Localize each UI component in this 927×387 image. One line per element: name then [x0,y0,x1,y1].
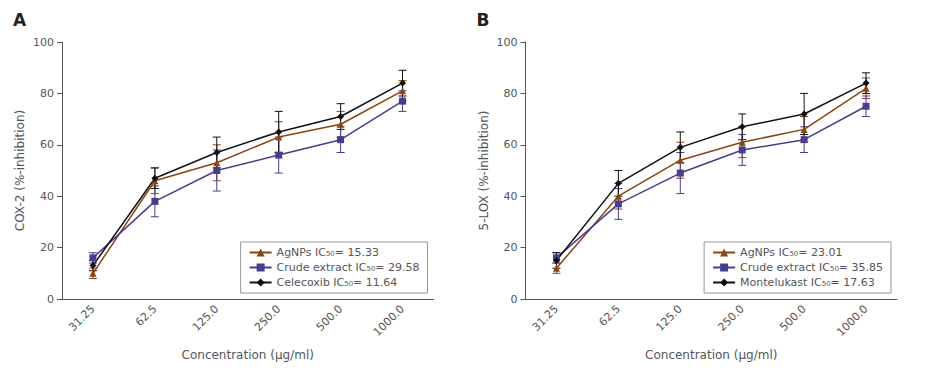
svg-text:31.25: 31.25 [530,302,561,333]
svg-text:1000.0: 1000.0 [834,302,870,338]
svg-text:125.0: 125.0 [653,302,684,333]
svg-text:80: 80 [40,87,54,100]
svg-text:A: A [13,10,27,30]
svg-text:60: 60 [40,138,54,151]
svg-text:Concentration (μg/ml): Concentration (μg/ml) [182,348,314,362]
svg-text:250.0: 250.0 [252,302,283,333]
svg-text:Crude extract IC₅₀= 29.58: Crude extract IC₅₀= 29.58 [277,261,420,274]
svg-text:20: 20 [504,241,518,254]
svg-text:AgNPs IC₅₀= 23.01: AgNPs IC₅₀= 23.01 [740,246,842,259]
svg-text:62.5: 62.5 [596,302,622,328]
svg-text:AgNPs IC₅₀= 15.33: AgNPs IC₅₀= 15.33 [277,246,379,259]
svg-text:0: 0 [511,293,518,306]
svg-text:40: 40 [504,190,518,203]
svg-text:Crude extract IC₅₀= 35.85: Crude extract IC₅₀= 35.85 [740,261,883,274]
svg-text:250.0: 250.0 [715,302,746,333]
svg-text:5-LOX (%-inhibition): 5-LOX (%-inhibition) [477,111,491,231]
svg-text:Celecoxib IC₅₀= 11.64: Celecoxib IC₅₀= 11.64 [277,276,398,289]
svg-text:Concentration (μg/ml): Concentration (μg/ml) [645,348,777,362]
svg-text:125.0: 125.0 [190,302,221,333]
svg-text:80: 80 [504,87,518,100]
svg-text:500.0: 500.0 [777,302,808,333]
svg-text:B: B [477,10,490,30]
svg-text:COX-2 (%-inhibition): COX-2 (%-inhibition) [13,110,27,231]
svg-text:40: 40 [40,190,54,203]
svg-text:500.0: 500.0 [314,302,345,333]
svg-text:20: 20 [40,241,54,254]
svg-text:100: 100 [497,36,518,49]
svg-text:Montelukast IC₅₀= 17.63: Montelukast IC₅₀= 17.63 [740,276,875,289]
svg-text:0: 0 [47,293,54,306]
svg-text:60: 60 [504,138,518,151]
svg-text:62.5: 62.5 [133,302,159,328]
svg-text:31.25: 31.25 [66,302,97,333]
svg-text:1000.0: 1000.0 [371,302,407,338]
svg-text:100: 100 [33,36,54,49]
